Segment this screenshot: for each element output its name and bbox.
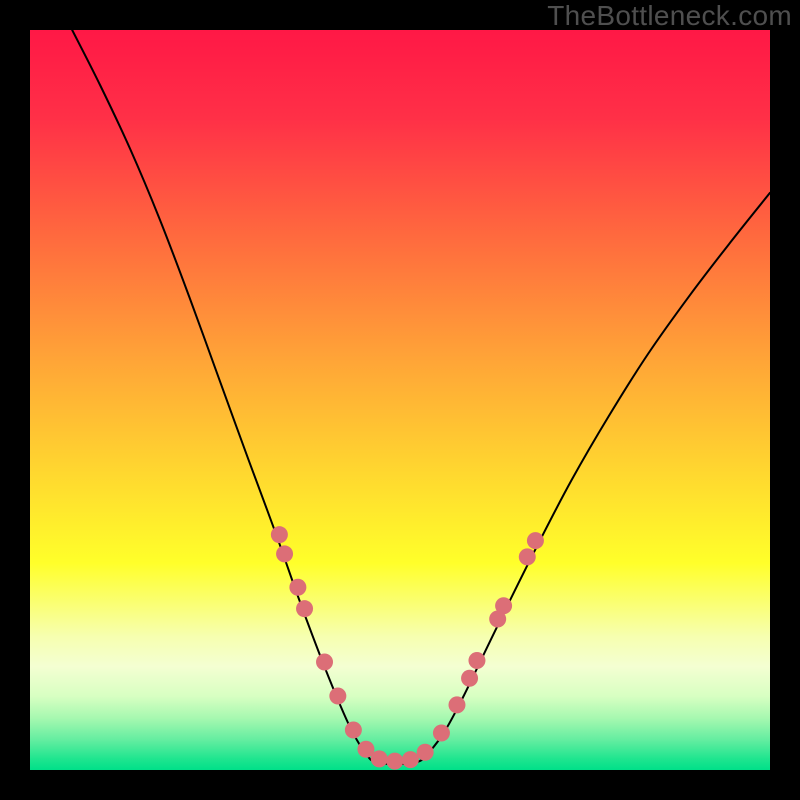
marker-dot bbox=[402, 751, 419, 768]
marker-dot bbox=[527, 532, 544, 549]
outer-frame: TheBottleneck.com bbox=[0, 0, 800, 800]
marker-dot bbox=[417, 744, 434, 761]
marker-dot bbox=[316, 653, 333, 670]
watermark-text: TheBottleneck.com bbox=[547, 0, 792, 32]
marker-dot bbox=[345, 722, 362, 739]
marker-dot bbox=[433, 725, 450, 742]
marker-dot bbox=[495, 597, 512, 614]
marker-dot bbox=[296, 600, 313, 617]
marker-dot bbox=[329, 688, 346, 705]
marker-dot bbox=[371, 750, 388, 767]
marker-dot bbox=[461, 670, 478, 687]
plot-area bbox=[30, 30, 770, 770]
marker-dot bbox=[289, 579, 306, 596]
marker-dot bbox=[386, 753, 403, 770]
marker-dot bbox=[271, 526, 288, 543]
chart-svg bbox=[30, 30, 770, 770]
gradient-background bbox=[30, 30, 770, 770]
marker-dot bbox=[276, 545, 293, 562]
marker-dot bbox=[448, 696, 465, 713]
marker-dot bbox=[519, 548, 536, 565]
marker-dot bbox=[468, 652, 485, 669]
